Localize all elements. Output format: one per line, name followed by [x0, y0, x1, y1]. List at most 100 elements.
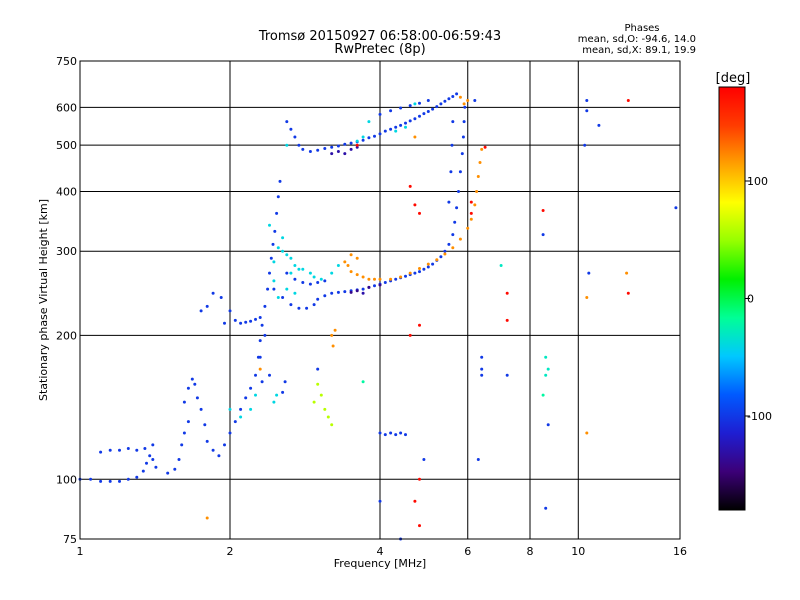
data-point [260, 323, 264, 327]
data-point [349, 147, 353, 151]
data-point [355, 139, 359, 143]
data-point [404, 433, 407, 437]
data-point [451, 95, 455, 98]
data-point [293, 135, 297, 139]
data-point [480, 355, 484, 359]
data-point [316, 281, 320, 284]
data-point [118, 479, 121, 483]
data-point [361, 135, 365, 139]
data-point [273, 229, 277, 233]
data-point [443, 249, 447, 253]
data-point [275, 211, 279, 215]
data-point [451, 233, 455, 237]
data-point [399, 275, 403, 279]
x-tick-label: 6 [464, 545, 471, 558]
data-point [278, 179, 282, 183]
data-point [426, 110, 430, 113]
data-point [244, 396, 248, 400]
data-point [205, 304, 209, 308]
colorbar-tick-label: 100 [747, 175, 768, 188]
data-point [301, 147, 305, 151]
data-point [271, 242, 275, 246]
data-point [544, 506, 548, 510]
y-tick-label: 500 [56, 139, 77, 152]
data-point [505, 373, 509, 377]
data-point [316, 148, 320, 152]
data-point [451, 246, 455, 250]
data-point [367, 285, 371, 289]
data-point [463, 105, 467, 109]
data-point [461, 135, 465, 139]
data-point [413, 499, 417, 503]
data-point [458, 170, 462, 174]
data-point [312, 400, 316, 404]
data-point [99, 479, 103, 483]
data-point [308, 282, 312, 286]
data-point [480, 367, 484, 371]
data-point [254, 393, 257, 397]
data-point [239, 407, 243, 411]
data-points [78, 92, 678, 541]
data-point [447, 200, 451, 204]
data-point [383, 433, 387, 437]
data-point [272, 287, 276, 291]
data-point [383, 129, 387, 133]
data-point [453, 220, 457, 224]
data-point [135, 475, 139, 479]
data-point [249, 319, 253, 323]
data-point [336, 150, 340, 153]
data-point [469, 211, 473, 215]
data-point [389, 127, 393, 131]
y-tick-label: 200 [56, 329, 77, 342]
data-point [361, 380, 365, 384]
data-point [330, 152, 334, 156]
chart-subtitle: RwPretec (8p) [334, 42, 425, 57]
colorbar-tick-label: 0 [747, 293, 754, 306]
data-point [462, 102, 466, 106]
data-point [217, 454, 221, 458]
y-tick-label: 600 [56, 101, 77, 114]
data-point [219, 296, 223, 299]
data-point [330, 291, 334, 295]
data-point [330, 333, 334, 337]
data-point [422, 267, 426, 271]
data-point [439, 255, 443, 259]
data-point [154, 465, 158, 469]
data-point [316, 297, 320, 301]
data-point [413, 135, 417, 139]
data-point [546, 423, 550, 427]
x-tick-label: 2 [227, 545, 234, 558]
data-point [180, 443, 184, 447]
y-tick-label: 75 [63, 533, 77, 546]
data-point [199, 309, 203, 313]
data-point [272, 400, 276, 404]
data-point [426, 99, 430, 102]
data-point [228, 309, 232, 313]
data-point [323, 407, 327, 411]
data-point [281, 249, 285, 253]
data-point [408, 184, 412, 188]
data-point [272, 279, 276, 283]
data-point [418, 323, 421, 327]
data-point [361, 138, 365, 142]
x-tick-label: 16 [673, 545, 687, 558]
data-point [260, 380, 264, 384]
data-point [239, 415, 243, 419]
data-point [466, 99, 470, 102]
data-point [211, 448, 215, 452]
y-tick-label: 400 [56, 185, 77, 198]
data-point [408, 104, 412, 108]
y-tick-label: 750 [56, 55, 77, 68]
data-point [473, 203, 477, 207]
data-point [435, 258, 439, 262]
data-point [223, 321, 226, 325]
data-point [223, 443, 226, 447]
data-point [587, 271, 591, 275]
data-point [258, 355, 262, 359]
colorbar [718, 86, 746, 511]
data-point [289, 271, 293, 275]
data-point [269, 256, 273, 260]
chart-title: Tromsø 20150927 06:58:00-06:59:43 [258, 29, 501, 44]
data-point [336, 290, 340, 294]
data-point [108, 479, 112, 483]
